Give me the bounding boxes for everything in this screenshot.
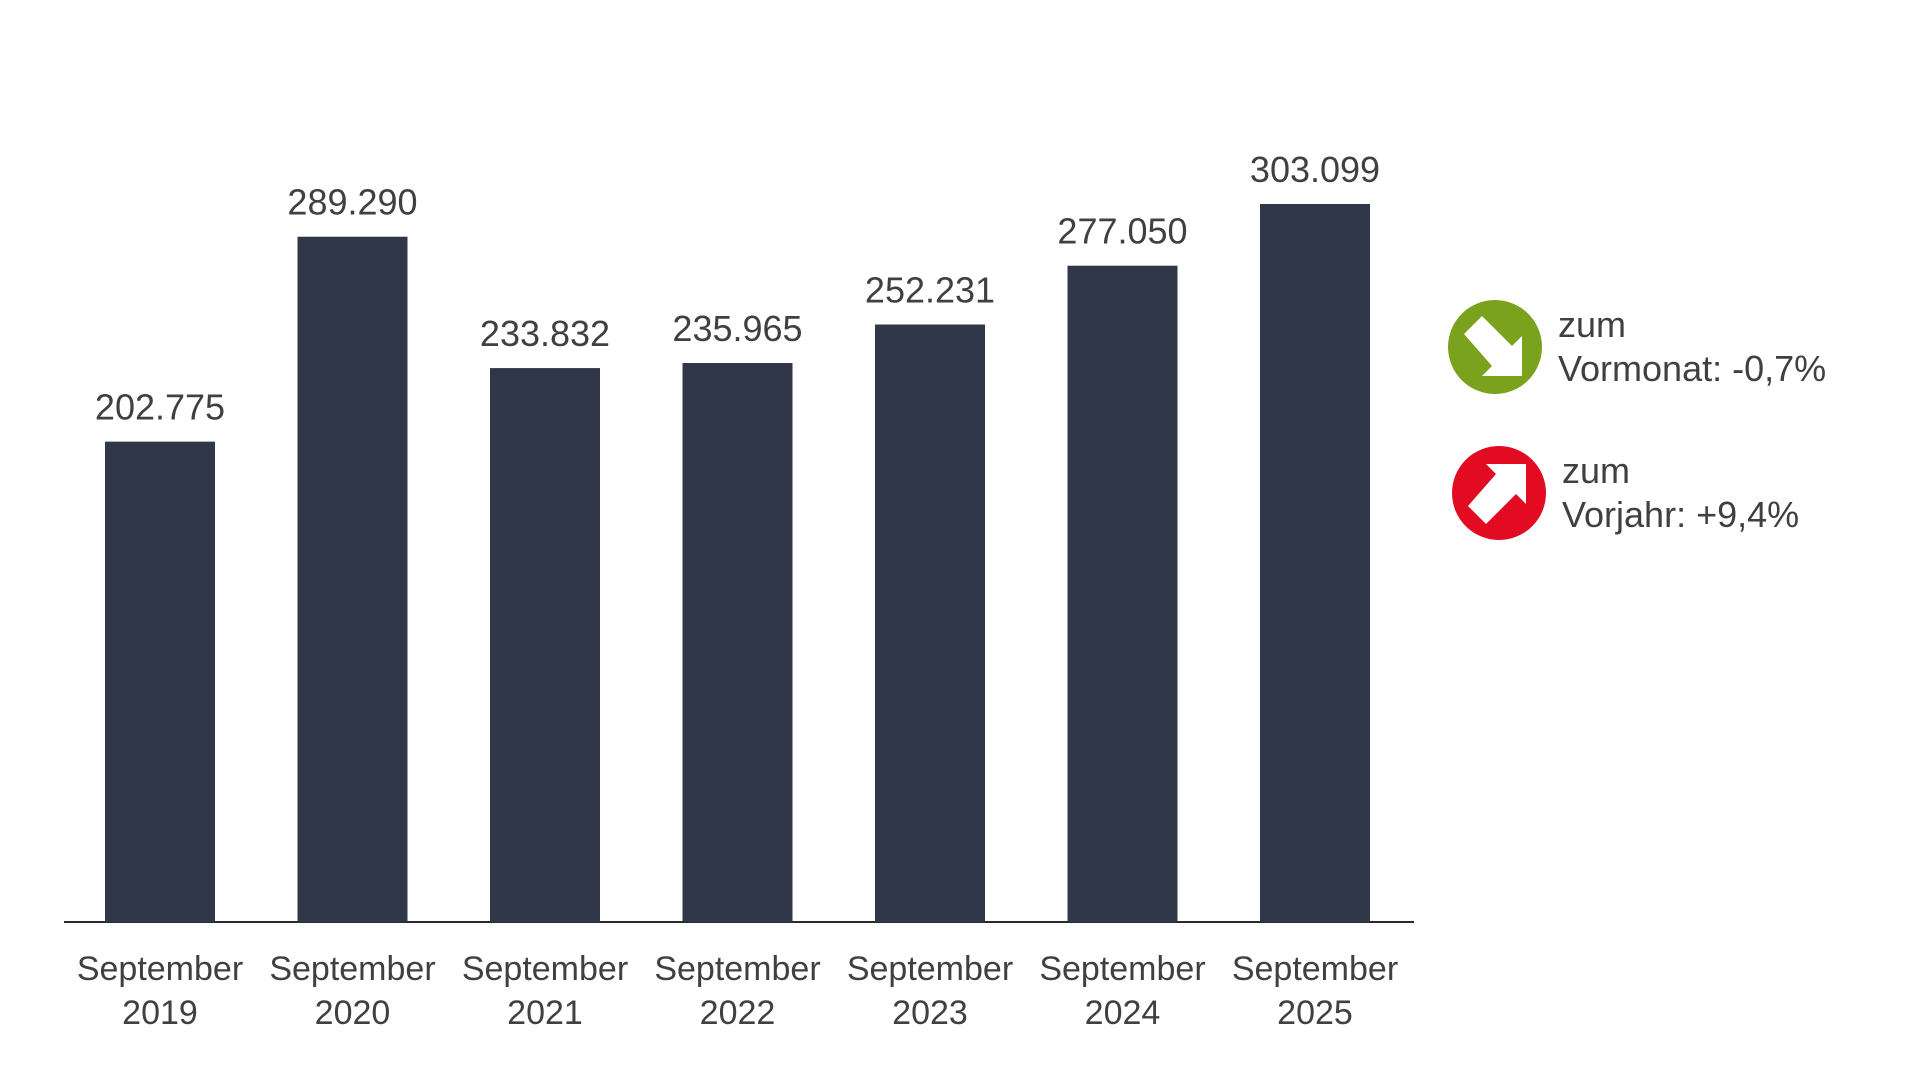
x-tick-label-month: September	[1232, 950, 1398, 988]
bar-value-label: 289.290	[287, 182, 417, 223]
x-tick-label-month: September	[654, 950, 820, 988]
legend-month-change: zum Vormonat: -0,7%	[1448, 300, 1826, 394]
x-tick-label-year: 2023	[892, 994, 968, 1032]
x-tick-label-year: 2025	[1277, 994, 1353, 1032]
x-tick-label-month: September	[847, 950, 1013, 988]
bar-2022	[682, 363, 793, 922]
year-change-line2: Vorjahr: +9,4%	[1562, 494, 1800, 535]
bar-chart: 202.775 September 2019 289.290 September 2020…	[64, 149, 1414, 1032]
legend-year-change: zum Vorjahr: +9,4%	[1452, 446, 1799, 540]
year-change-text: zum Vorjahr: +9,4%	[1562, 449, 1799, 537]
month-change-line1: zum	[1558, 304, 1627, 345]
x-tick-label-month: September	[1039, 950, 1205, 988]
year-change-line1: zum	[1562, 450, 1631, 491]
bar-value-label: 202.775	[95, 387, 225, 428]
bar-2020	[297, 236, 408, 923]
bar-2021	[490, 368, 600, 922]
x-tick-label-year: 2019	[122, 994, 198, 1032]
year-change-badge	[1452, 446, 1546, 540]
x-tick-label-month: September	[269, 950, 435, 988]
bar-2024	[1067, 265, 1178, 922]
month-change-line2: Vormonat: -0,7%	[1558, 348, 1827, 389]
month-change-badge	[1448, 300, 1542, 394]
x-tick-label-year: 2020	[315, 994, 391, 1032]
bar-2023	[875, 324, 985, 922]
x-tick-label-month: September	[77, 950, 243, 988]
x-tick-label-month: September	[462, 950, 628, 988]
x-tick-label-year: 2022	[700, 994, 776, 1032]
month-change-text: zum Vormonat: -0,7%	[1558, 303, 1826, 391]
arrow-down-right-icon	[1464, 316, 1522, 376]
bar-value-label: 277.050	[1057, 211, 1187, 252]
bar-value-label: 303.099	[1250, 149, 1380, 190]
bar-value-label: 252.231	[865, 269, 995, 310]
bar-value-label: 235.965	[672, 308, 802, 349]
bar-2019	[105, 441, 215, 922]
bar-2025	[1260, 204, 1370, 922]
arrow-up-right-icon	[1468, 464, 1526, 524]
bar-value-label: 233.832	[480, 313, 610, 354]
x-tick-label-year: 2021	[507, 994, 583, 1032]
x-tick-label-year: 2024	[1085, 994, 1161, 1032]
